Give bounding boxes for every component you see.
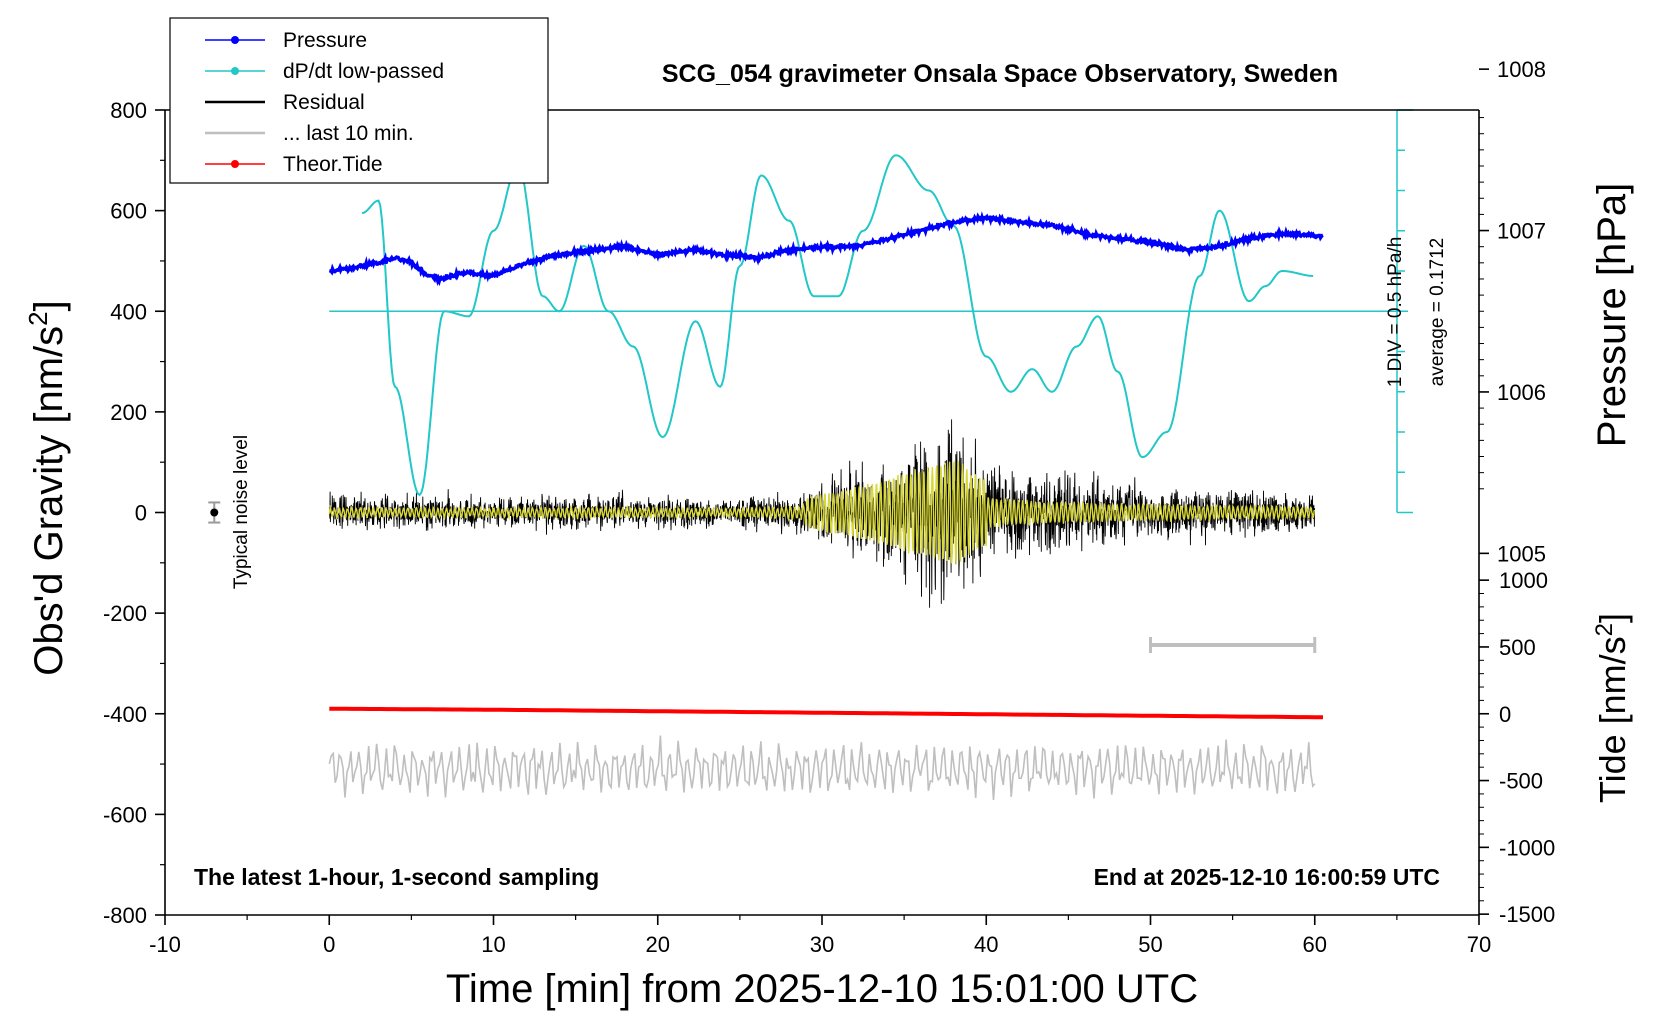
pressure-tick-label: 1005 <box>1497 541 1546 566</box>
y-axis-title-left-main: Obs'd Gravity [nm/s <box>27 326 71 676</box>
y-tick-label: 600 <box>110 199 147 224</box>
bottom-left-note: The latest 1-hour, 1-second sampling <box>194 864 599 890</box>
tide-tick-label: -500 <box>1499 769 1543 794</box>
x-tick-label: 40 <box>974 932 998 957</box>
x-tick-label: 50 <box>1138 932 1162 957</box>
legend-swatch-marker <box>231 36 239 44</box>
div-scale-label: 1 DIV = 0.5 hPa/h <box>1385 237 1406 388</box>
tide-axis-title: Tide [nm/s2] <box>1591 613 1634 803</box>
y-tick-label: -400 <box>103 702 147 727</box>
legend-box <box>169 17 549 184</box>
tide-tick-label: 500 <box>1499 635 1536 660</box>
pressure-tick-label: 1006 <box>1497 380 1546 405</box>
series-pressure <box>328 211 1324 287</box>
tide-axis-title-main: Tide [nm/s <box>1592 636 1633 803</box>
tide-tick-label: -1500 <box>1499 902 1555 927</box>
y-tick-label: 800 <box>110 98 147 123</box>
x-tick-label: -10 <box>149 932 181 957</box>
y-axis-title-left: Obs'd Gravity [nm/s2] <box>23 300 71 676</box>
y-axis-title-left-sup: 2 <box>23 311 53 325</box>
chart-axes: -10 0 10 20 30 40 50 60 70 800 600 400 200 0 -200 -400 -… <box>103 57 1555 957</box>
legend-swatch-marker <box>231 160 239 168</box>
series-theor-tide <box>329 706 1324 720</box>
legend-label: ... last 10 min. <box>283 122 414 145</box>
tide-tick-label: 1000 <box>1499 568 1548 593</box>
tide-tick-label: 0 <box>1499 702 1511 727</box>
tide-tick-label: -1000 <box>1499 835 1555 860</box>
legend-label: Theor.Tide <box>283 153 383 176</box>
series-residual-lowpass <box>328 460 1315 565</box>
y-axis-title-left-end: ] <box>27 300 71 311</box>
legend-label: Residual <box>283 91 365 114</box>
chart-title: SCG_054 gravimeter Onsala Space Observat… <box>662 60 1338 88</box>
pressure-axis-title: Pressure [hPa] <box>1590 183 1634 448</box>
x-tick-label: 70 <box>1467 932 1491 957</box>
x-tick-label: 30 <box>810 932 834 957</box>
average-label: average = 0.1712 <box>1427 238 1448 386</box>
y-tick-label: -600 <box>103 802 147 827</box>
tide-axis-title-end: ] <box>1592 613 1633 623</box>
y-tick-label: 200 <box>110 400 147 425</box>
x-tick-label: 10 <box>481 932 505 957</box>
x-tick-label: 60 <box>1303 932 1327 957</box>
x-tick-label: 0 <box>323 932 335 957</box>
chart-legend: Pressure dP/dt low-passed Residual ... last… <box>169 17 549 184</box>
series-last-10-min <box>328 735 1316 800</box>
pressure-tick-label: 1008 <box>1497 57 1546 82</box>
legend-swatch-marker <box>231 67 239 75</box>
chart-content <box>208 109 1413 800</box>
y-tick-label: -200 <box>103 601 147 626</box>
x-axis-title: Time [min] from 2025-12-10 15:01:00 UTC <box>446 967 1198 1011</box>
legend-label: dP/dt low-passed <box>283 60 444 83</box>
noise-level-label: Typical noise level <box>231 435 252 589</box>
y-tick-label: 400 <box>110 299 147 324</box>
x-tick-label: 20 <box>646 932 670 957</box>
noise-dot <box>210 508 219 517</box>
bottom-right-note: End at 2025-12-10 16:00:59 UTC <box>1094 864 1440 890</box>
series-dpdt <box>361 154 1314 497</box>
y-tick-label: 0 <box>135 501 147 526</box>
y-tick-label: -800 <box>103 903 147 928</box>
tide-axis-title-sup: 2 <box>1591 623 1618 636</box>
legend-label: Pressure <box>283 29 367 52</box>
pressure-tick-label: 1007 <box>1497 219 1546 244</box>
